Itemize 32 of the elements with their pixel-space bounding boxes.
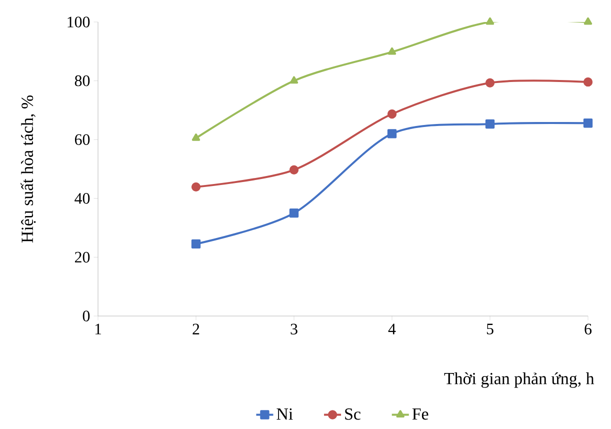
point [192,134,200,141]
point [485,119,495,129]
y-tick-label: 20 [74,252,90,263]
y-tick-label: 60 [74,134,90,145]
point [289,165,299,174]
point [387,129,397,138]
y-tick-label: 100 [68,16,90,28]
point [387,109,397,119]
x-tick-label: 6 [584,324,592,334]
point [290,76,298,84]
x-tick-label: 4 [388,324,396,334]
point [388,47,396,55]
y-tick-label: 0 [82,310,90,322]
x-tick-label: 1 [95,324,102,334]
point [583,118,593,128]
x-tick-label: 3 [290,324,298,334]
y-tick-label: 80 [74,75,90,86]
y-axis-title: Hiệu suất hòa tách, % [20,95,36,243]
point [289,208,299,218]
point [485,78,495,88]
point [584,17,592,25]
point [191,182,201,192]
x-tick-label: 2 [192,324,200,334]
y-tick-label: 40 [74,193,90,204]
x-axis-title: Thời gian phản ứng, h [444,372,594,388]
legend-label: Ni [276,408,293,420]
legend-label: Sc [345,408,360,420]
legend-label: Fe [412,408,428,420]
point [486,17,494,25]
point [583,77,593,87]
point [191,239,201,249]
x-tick-label: 5 [486,324,494,334]
